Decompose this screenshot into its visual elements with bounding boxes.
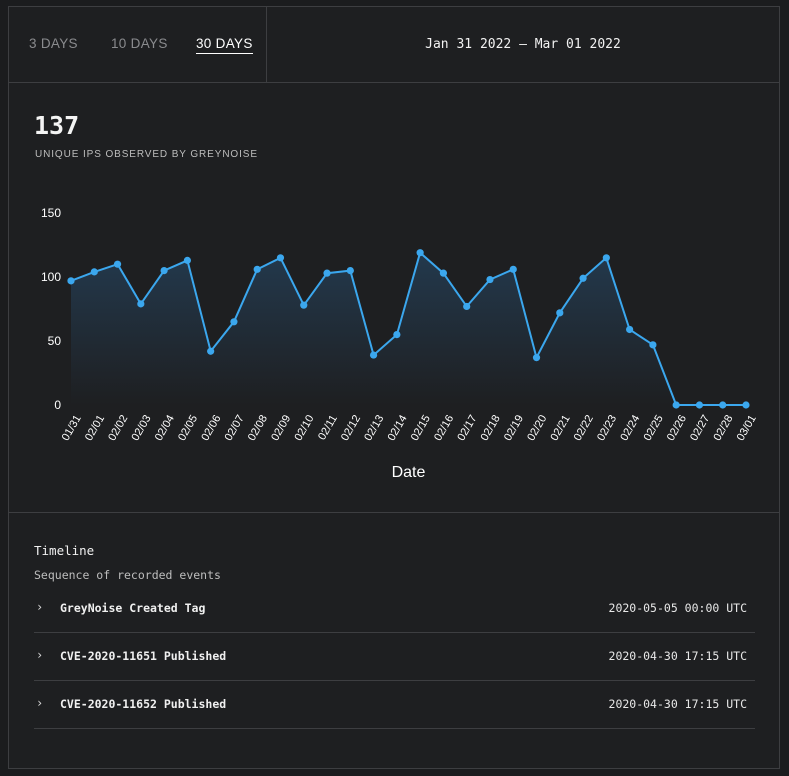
- data-point[interactable]: [346, 267, 354, 275]
- timeline-event[interactable]: › CVE-2020-11651 Published 2020-04-30 17…: [34, 633, 755, 681]
- chevron-right-icon: ›: [36, 600, 44, 614]
- date-range: Jan 31 2022 – Mar 01 2022: [425, 37, 621, 52]
- range-header: 3 DAYS 10 DAYS 30 DAYS Jan 31 2022 – Mar…: [9, 7, 779, 83]
- x-tick-label: 02/17: [455, 413, 479, 443]
- series-line: [70, 250, 746, 406]
- data-points: [67, 249, 750, 409]
- timeline-list: › GreyNoise Created Tag 2020-05-05 00:00…: [34, 585, 755, 729]
- data-point[interactable]: [160, 267, 168, 275]
- x-tick-label: 02/02: [106, 413, 130, 443]
- data-point[interactable]: [556, 309, 564, 317]
- data-point[interactable]: [183, 256, 191, 264]
- x-tick-label: 02/14: [386, 413, 410, 443]
- tag-activity-panel: 3 DAYS 10 DAYS 30 DAYS Jan 31 2022 – Mar…: [8, 6, 780, 769]
- data-point[interactable]: [207, 347, 215, 355]
- x-tick-label: 02/06: [199, 413, 223, 443]
- data-point[interactable]: [649, 341, 657, 349]
- x-tick-label: 02/26: [665, 413, 689, 443]
- data-point[interactable]: [719, 401, 727, 409]
- data-point[interactable]: [439, 269, 448, 277]
- tab-30-days[interactable]: 30 DAYS: [196, 36, 253, 54]
- x-tick-label: 02/19: [502, 413, 526, 443]
- x-tick-label: 02/28: [711, 413, 735, 443]
- x-tick-label: 02/27: [688, 413, 712, 443]
- data-point[interactable]: [602, 254, 610, 262]
- x-tick-label: 02/11: [316, 413, 340, 442]
- x-tick-label: 02/23: [595, 413, 619, 443]
- x-tick-label: 02/16: [432, 413, 456, 443]
- x-tick-label: 02/05: [176, 413, 200, 443]
- area-fill: [71, 252, 746, 405]
- data-point[interactable]: [579, 274, 587, 282]
- x-axis-title: Date: [392, 464, 426, 481]
- data-point[interactable]: [67, 277, 75, 285]
- section-divider: [9, 512, 779, 513]
- x-tick-label: 02/18: [479, 413, 503, 443]
- chevron-right-icon: ›: [36, 648, 44, 662]
- x-tick-label: 02/22: [572, 413, 596, 443]
- x-tick-label: 02/01: [83, 413, 107, 443]
- data-point[interactable]: [276, 254, 285, 262]
- x-tick-label: 02/13: [362, 413, 386, 443]
- y-tick-label: 50: [48, 334, 62, 348]
- activity-chart: 0 50 100 150 01/31 02/01 02/02 02/03 02/04 02/05…: [41, 206, 759, 481]
- data-point[interactable]: [113, 260, 122, 268]
- data-point[interactable]: [393, 331, 401, 339]
- data-point[interactable]: [323, 269, 331, 277]
- data-point[interactable]: [90, 268, 98, 276]
- x-tick-label: 02/09: [269, 413, 293, 443]
- range-tabs: 3 DAYS 10 DAYS 30 DAYS: [9, 7, 267, 82]
- data-point[interactable]: [137, 300, 145, 308]
- x-tick-label: 02/10: [292, 413, 316, 443]
- x-tick-label: 02/25: [642, 413, 666, 443]
- event-date: 2020-05-05 00:00 UTC: [608, 601, 747, 615]
- event-name: CVE-2020-11652 Published: [60, 697, 227, 711]
- tab-3-days[interactable]: 3 DAYS: [29, 36, 78, 51]
- timeline-subtitle: Sequence of recorded events: [34, 568, 221, 582]
- tab-10-days[interactable]: 10 DAYS: [111, 36, 168, 51]
- x-tick-label: 02/07: [223, 413, 247, 443]
- chevron-right-icon: ›: [36, 696, 44, 710]
- y-tick-label: 100: [41, 270, 61, 284]
- x-tick-label: 02/20: [525, 413, 549, 443]
- event-name: CVE-2020-11651 Published: [60, 649, 227, 663]
- timeline-event[interactable]: › CVE-2020-11652 Published 2020-04-30 17…: [34, 681, 755, 729]
- unique-ips-count: 137: [34, 111, 80, 140]
- data-point[interactable]: [369, 351, 378, 359]
- data-point[interactable]: [532, 354, 541, 362]
- data-point[interactable]: [253, 265, 261, 273]
- data-point[interactable]: [486, 275, 494, 284]
- x-tick-label: 02/21: [548, 413, 572, 443]
- event-date: 2020-04-30 17:15 UTC: [608, 697, 747, 711]
- data-point[interactable]: [672, 401, 680, 409]
- timeline-event[interactable]: › GreyNoise Created Tag 2020-05-05 00:00…: [34, 585, 755, 633]
- y-axis: 0 50 100 150: [41, 206, 61, 412]
- data-point[interactable]: [742, 401, 750, 409]
- data-point[interactable]: [626, 325, 634, 334]
- timeline-title: Timeline: [34, 543, 95, 558]
- event-name: GreyNoise Created Tag: [60, 601, 206, 615]
- x-tick-label: 03/01: [735, 413, 759, 443]
- data-point[interactable]: [463, 302, 471, 311]
- unique-ips-label: UNIQUE IPS OBSERVED BY GREYNOISE: [35, 149, 258, 160]
- x-tick-label: 02/15: [409, 413, 433, 443]
- event-date: 2020-04-30 17:15 UTC: [608, 649, 747, 663]
- data-point[interactable]: [416, 249, 424, 257]
- x-tick-label: 02/24: [618, 413, 642, 443]
- x-tick-label: 02/08: [246, 413, 270, 443]
- x-tick-label: 02/12: [339, 413, 363, 443]
- x-axis: 01/31 02/01 02/02 02/03 02/04 02/05 02/06 02/07…: [60, 413, 759, 443]
- x-tick-label: 02/03: [130, 413, 154, 443]
- data-point[interactable]: [509, 265, 517, 273]
- y-tick-label: 150: [41, 206, 61, 220]
- y-tick-label: 0: [54, 398, 61, 412]
- data-point[interactable]: [695, 401, 704, 409]
- x-tick-label: 02/04: [153, 413, 177, 443]
- data-point[interactable]: [300, 301, 308, 309]
- x-tick-label: 01/31: [60, 413, 84, 443]
- data-point[interactable]: [230, 318, 238, 326]
